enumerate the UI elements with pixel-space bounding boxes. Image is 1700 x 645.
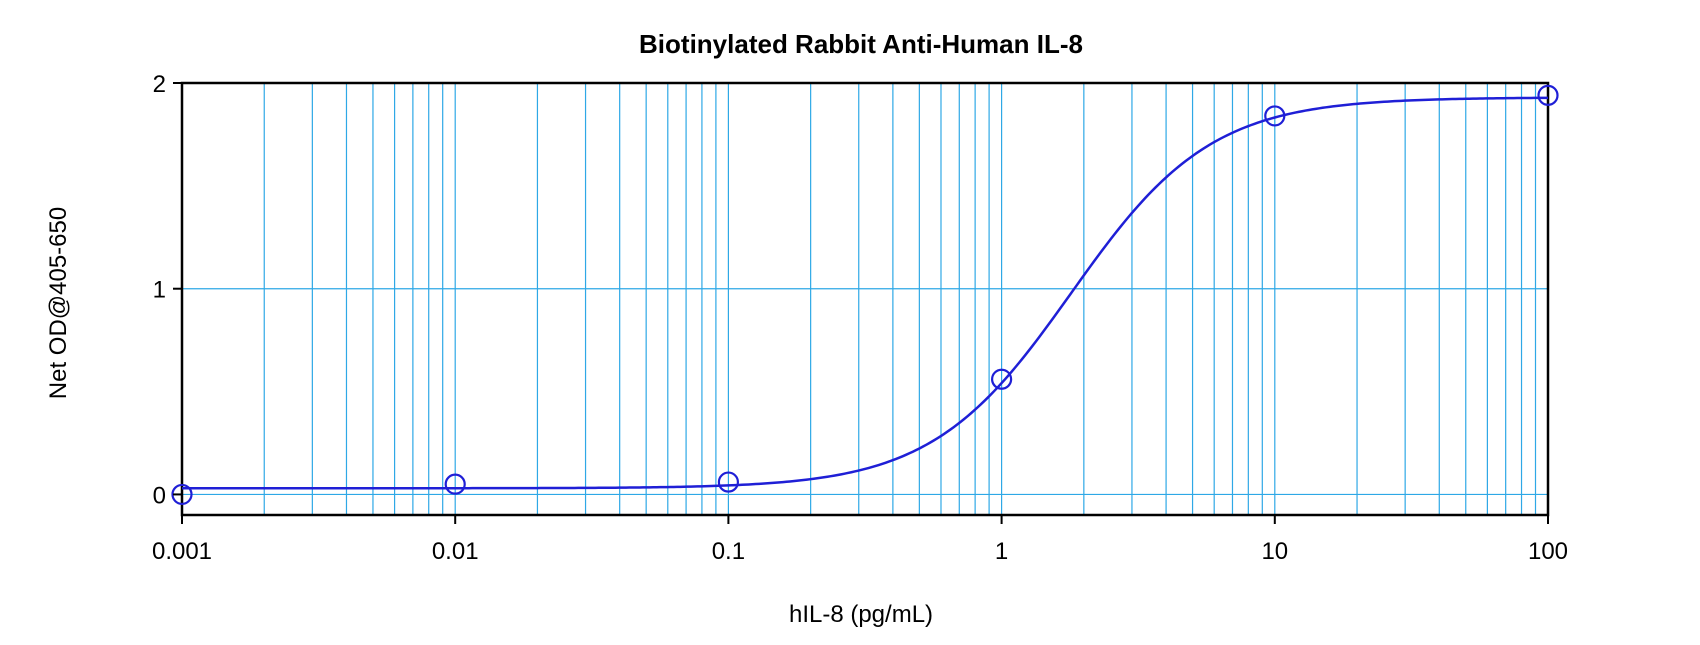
data-point bbox=[717, 471, 740, 493]
y-axis-ticks: 0 1 2 bbox=[153, 71, 182, 509]
x-axis-label: hIL-8 (pg/mL) bbox=[789, 601, 933, 628]
fit-curve-layer bbox=[182, 96, 1549, 490]
data-points bbox=[171, 84, 1559, 506]
x-tick-label: 100 bbox=[1528, 538, 1568, 565]
x-tick-label: 0.1 bbox=[712, 538, 745, 565]
plot-frame bbox=[180, 81, 1550, 517]
x-tick-label: 0.001 bbox=[152, 538, 212, 565]
data-point bbox=[1264, 105, 1286, 127]
plot-border bbox=[180, 81, 1550, 517]
x-tick-label: 0.01 bbox=[432, 538, 479, 565]
fit-curve bbox=[182, 96, 1549, 490]
data-point bbox=[171, 483, 193, 506]
data-point bbox=[444, 473, 466, 495]
y-tick-label: 2 bbox=[153, 71, 166, 98]
data-point bbox=[1537, 84, 1559, 106]
grid bbox=[182, 83, 1548, 515]
x-tick-label: 10 bbox=[1261, 538, 1288, 565]
x-axis-ticks: 0.001 0.01 0.1 1 10 100 bbox=[152, 515, 1568, 565]
y-tick-label: 0 bbox=[153, 482, 166, 509]
y-axis-label: Net OD@405-650 bbox=[45, 207, 72, 399]
y-tick-label: 1 bbox=[153, 277, 166, 304]
chart-title: Biotinylated Rabbit Anti-Human IL-8 bbox=[639, 29, 1083, 59]
x-tick-label: 1 bbox=[995, 538, 1008, 565]
data-point bbox=[990, 368, 1013, 390]
